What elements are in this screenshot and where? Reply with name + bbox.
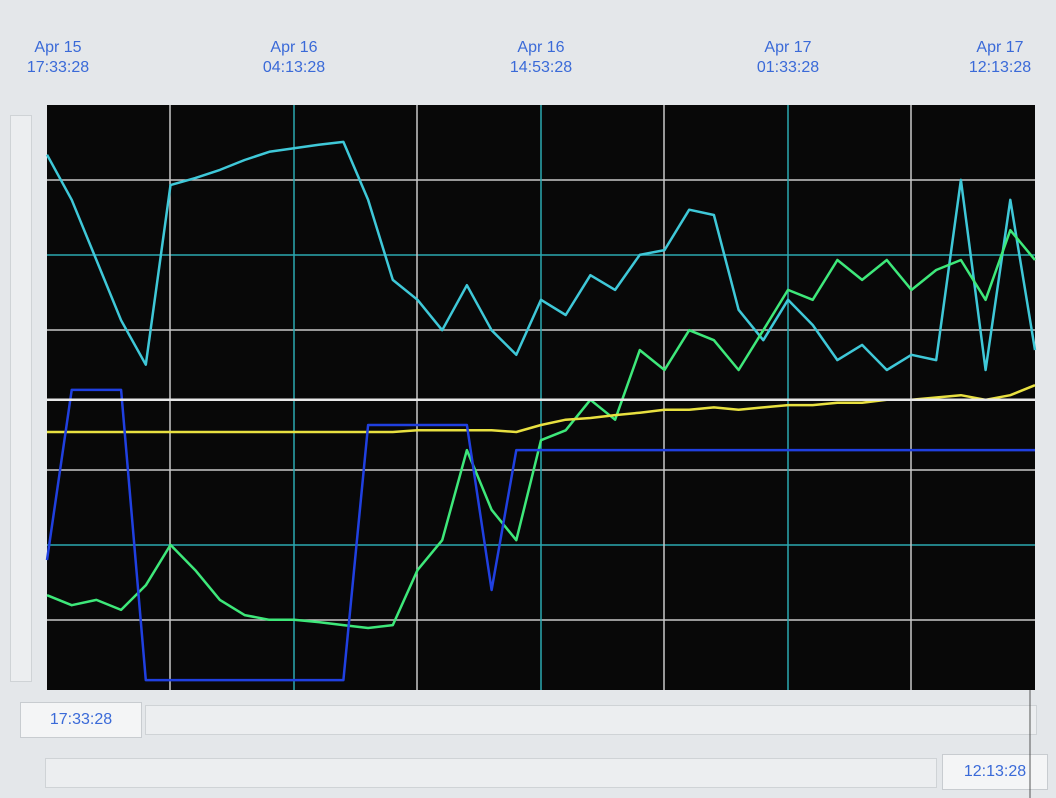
chart [0, 0, 1056, 798]
screen: Apr 15 17:33:28Apr 16 04:13:28Apr 16 14:… [0, 0, 1056, 798]
